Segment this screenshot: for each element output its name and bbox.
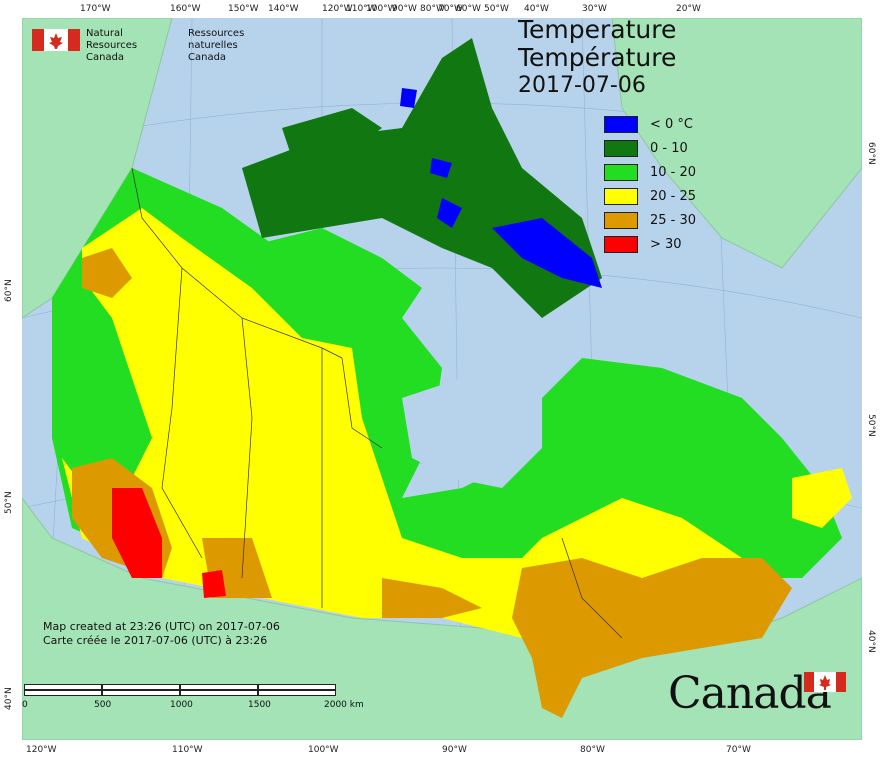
graticule-bottom-label: 120°W — [26, 745, 57, 755]
scale-segment — [102, 690, 180, 696]
legend-item: 20 - 25 — [604, 188, 744, 208]
graticule-right-label: 60°N — [866, 142, 876, 165]
scale-segment — [24, 684, 102, 690]
graticule-right-label: 40°N — [866, 630, 876, 653]
graticule-right-label: 50°N — [866, 414, 876, 437]
scale-label: 500 — [94, 700, 112, 710]
graticule-left-label: 50°N — [4, 491, 14, 514]
province-boundaries — [131, 167, 623, 639]
legend-label: 20 - 25 — [650, 189, 697, 204]
graticule-bottom-label: 70°W — [726, 745, 751, 755]
canada-flag-icon — [32, 29, 80, 51]
graticule-top-label: 170°W — [80, 4, 111, 14]
graticule-top-label: 60°W — [456, 4, 481, 14]
graticule-top-label: 40°W — [524, 4, 549, 14]
scale-segment — [180, 690, 258, 696]
agency-name-en: Natural Resources Canada — [86, 28, 137, 64]
legend-item: 25 - 30 — [604, 212, 744, 232]
legend-item: < 0 °C — [604, 116, 744, 136]
graticule-bottom-label: 90°W — [442, 745, 467, 755]
legend-label: 25 - 30 — [650, 213, 697, 228]
scale-label: 2000 km — [324, 700, 364, 710]
graticule-top-label: 50°W — [484, 4, 509, 14]
agency-name-fr: Ressources naturelles Canada — [188, 28, 244, 64]
graticule-top-label: 110°W — [346, 4, 377, 14]
graticule-left-label: 40°N — [4, 687, 14, 710]
graticule-bottom-label: 80°W — [580, 745, 605, 755]
legend-swatch — [604, 140, 638, 157]
graticule-top-label: 100°W — [366, 4, 397, 14]
legend-swatch — [604, 236, 638, 253]
scale-segment — [24, 690, 102, 696]
legend-swatch — [604, 116, 638, 133]
legend-item: > 30 — [604, 236, 744, 256]
legend-label: 10 - 20 — [650, 165, 697, 180]
graticule-top-label: 70°W — [438, 4, 463, 14]
graticule-top-label: 150°W — [228, 4, 259, 14]
scale-segment — [258, 690, 336, 696]
footnote-fr: Carte créée le 2017-07-06 (UTC) à 23:26 — [43, 634, 268, 647]
agency-name-en-line2: Canada — [86, 52, 125, 63]
map-title: Temperature Température 2017-07-06 — [518, 16, 676, 100]
graticule-bottom-label: 110°W — [172, 745, 203, 755]
scale-label: 1000 — [170, 700, 193, 710]
map-canvas — [22, 18, 862, 740]
legend-item: 0 - 10 — [604, 140, 744, 160]
agency-name-fr-line2: Canada — [188, 52, 227, 63]
scale-bar: 0 500 1000 1500 2000 km — [22, 684, 364, 714]
title-date: 2017-07-06 — [518, 73, 646, 98]
graticule-top-label: 160°W — [170, 4, 201, 14]
graticule-top-label: 30°W — [582, 4, 607, 14]
graticule-top-label: 90°W — [392, 4, 417, 14]
legend-swatch — [604, 164, 638, 181]
temperature-map[interactable] — [22, 18, 862, 740]
graticule-left-label: 60°N — [4, 279, 14, 302]
title-fr: Température — [518, 43, 677, 72]
legend-swatch — [604, 212, 638, 229]
foreign-land — [22, 18, 862, 740]
legend-item: 10 - 20 — [604, 164, 744, 184]
legend-label: > 30 — [650, 237, 682, 252]
scale-label: 0 — [22, 700, 28, 710]
title-en: Temperature — [518, 15, 677, 44]
footnote-en: Map created at 23:26 (UTC) on 2017-07-06 — [43, 620, 280, 633]
graticule-top-label: 80°W — [420, 4, 445, 14]
graticule-top-label: 20°W — [676, 4, 701, 14]
scale-segment — [102, 684, 180, 690]
agency-name-en-line1: Natural Resources — [86, 28, 138, 51]
scale-label: 1500 — [248, 700, 271, 710]
graticule-top-label: 140°W — [268, 4, 299, 14]
graticule-top-label: 120°W — [322, 4, 353, 14]
legend-label: < 0 °C — [650, 117, 694, 132]
wordmark-flag-icon — [804, 672, 846, 692]
graticule-bottom-label: 100°W — [308, 745, 339, 755]
scale-segment — [258, 684, 336, 690]
legend-swatch — [604, 188, 638, 205]
map-footnote: Map created at 23:26 (UTC) on 2017-07-06… — [43, 620, 280, 648]
agency-name-fr-line1: Ressources naturelles — [188, 28, 245, 51]
legend-label: 0 - 10 — [650, 141, 688, 156]
scale-segment — [180, 684, 258, 690]
